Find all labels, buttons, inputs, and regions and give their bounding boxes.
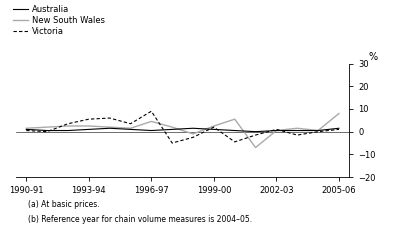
Australia: [170, 128, 175, 131]
Australia: [107, 127, 112, 130]
New South Wales: [128, 127, 133, 130]
Australia: [212, 128, 216, 131]
Victoria: [45, 130, 50, 133]
Y-axis label: %: %: [368, 52, 377, 62]
New South Wales: [66, 125, 70, 127]
Victoria: [316, 130, 320, 133]
Australia: [149, 129, 154, 132]
Text: (a) At basic prices.: (a) At basic prices.: [28, 200, 99, 209]
Legend: Australia, New South Wales, Victoria: Australia, New South Wales, Victoria: [13, 5, 105, 36]
Australia: [253, 130, 258, 133]
New South Wales: [337, 112, 341, 115]
Australia: [337, 127, 341, 130]
Victoria: [149, 110, 154, 113]
Victoria: [295, 134, 300, 136]
Victoria: [337, 128, 341, 131]
New South Wales: [253, 146, 258, 149]
New South Wales: [191, 133, 195, 135]
Victoria: [66, 122, 70, 125]
Australia: [316, 129, 320, 132]
New South Wales: [87, 125, 91, 127]
New South Wales: [232, 118, 237, 121]
New South Wales: [274, 129, 279, 132]
New South Wales: [212, 125, 216, 127]
Line: Australia: Australia: [26, 128, 339, 132]
Line: Victoria: Victoria: [26, 111, 339, 143]
Text: (b) Reference year for chain volume measures is 2004–05.: (b) Reference year for chain volume meas…: [28, 215, 252, 225]
Victoria: [274, 128, 279, 131]
Australia: [295, 129, 300, 132]
Australia: [232, 129, 237, 132]
Victoria: [232, 141, 237, 143]
Australia: [274, 129, 279, 132]
New South Wales: [295, 127, 300, 130]
Australia: [45, 129, 50, 132]
Australia: [191, 127, 195, 130]
New South Wales: [45, 126, 50, 128]
Line: New South Wales: New South Wales: [26, 114, 339, 148]
New South Wales: [170, 126, 175, 128]
Australia: [66, 129, 70, 132]
Victoria: [107, 117, 112, 119]
Victoria: [24, 129, 29, 132]
Australia: [24, 128, 29, 131]
Victoria: [191, 136, 195, 139]
Australia: [87, 128, 91, 131]
New South Wales: [316, 129, 320, 132]
Victoria: [128, 122, 133, 125]
New South Wales: [149, 120, 154, 123]
Victoria: [212, 126, 216, 128]
Victoria: [170, 142, 175, 144]
Victoria: [253, 134, 258, 136]
Australia: [128, 128, 133, 131]
New South Wales: [107, 126, 112, 128]
Victoria: [87, 118, 91, 121]
New South Wales: [24, 127, 29, 130]
